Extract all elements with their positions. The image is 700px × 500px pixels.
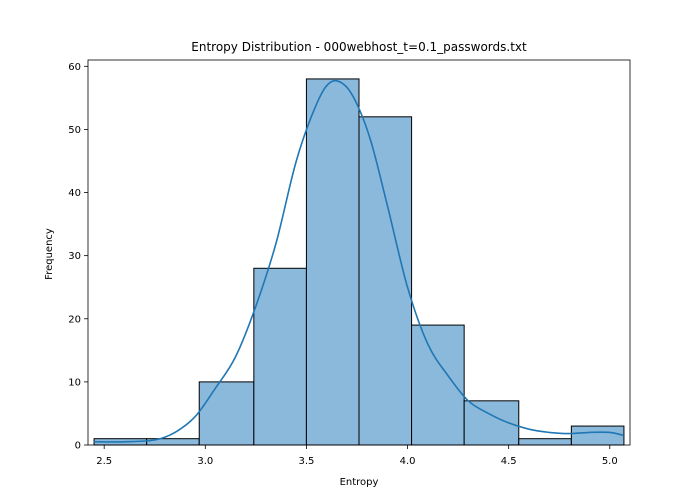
histogram-bar-3	[198, 381, 255, 446]
y-axis-label: Frequency	[44, 228, 55, 280]
y-tick-label: 40	[68, 188, 81, 199]
x-tick-label: 4.0	[400, 456, 416, 467]
y-tick-label: 60	[68, 62, 81, 73]
histogram-bar-4	[253, 267, 307, 446]
x-axis: 2.5 3.0 3.5 4.0 4.5 5.0	[96, 445, 618, 467]
kde-curve	[94, 79, 625, 443]
histogram-bar-7	[411, 324, 465, 446]
bars-group	[93, 78, 625, 446]
y-tick-label: 30	[68, 251, 81, 262]
x-tick-label: 3.0	[197, 456, 213, 467]
plot-frame	[87, 59, 631, 446]
x-tick-label: 4.5	[501, 456, 517, 467]
y-tick-label: 50	[68, 125, 81, 136]
histogram-bar-9	[518, 438, 572, 446]
histogram-bar-5	[305, 78, 360, 446]
x-axis-label: Entropy	[340, 477, 379, 488]
x-tick-label: 5.0	[602, 456, 618, 467]
y-tick-label: 0	[75, 441, 81, 452]
chart-title: Entropy Distribution - 000webhost_t=0.1_…	[191, 40, 527, 54]
histogram-bar-10	[570, 425, 625, 446]
y-axis: 0 10 20 30 40 50 60	[68, 62, 88, 452]
y-tick-label: 10	[68, 377, 81, 388]
y-tick-label: 20	[68, 314, 81, 325]
x-tick-label: 2.5	[96, 456, 112, 467]
x-tick-label: 3.5	[298, 456, 314, 467]
histogram-bar-6	[358, 116, 413, 446]
